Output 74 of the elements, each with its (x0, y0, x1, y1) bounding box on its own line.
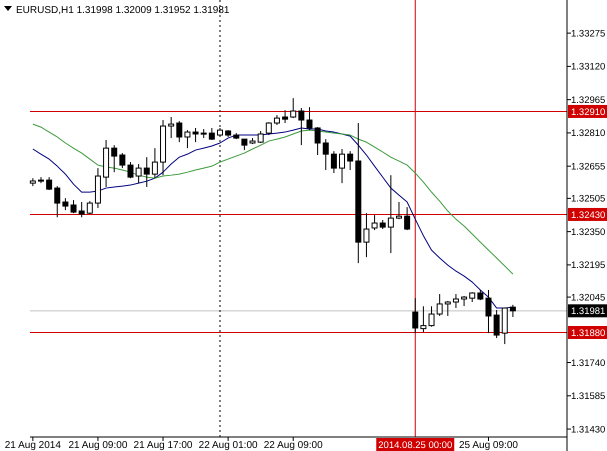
candlestick (477, 289, 484, 301)
candlestick (266, 122, 272, 136)
candlestick (192, 127, 199, 143)
candlestick (469, 292, 476, 303)
y-tick-label: 1.32350 (571, 226, 606, 238)
candlestick (111, 144, 118, 173)
x-tick-label: 22 Aug 09:00 (264, 440, 324, 451)
candlestick (372, 214, 378, 231)
candlestick (152, 148, 158, 179)
candlestick (136, 164, 142, 184)
candlestick (314, 126, 321, 156)
ref-line-label: 1.32430 (571, 210, 606, 221)
line-series (32, 124, 514, 275)
candlestick (510, 304, 516, 318)
candlestick (282, 110, 288, 124)
candlestick (144, 156, 150, 188)
candlestick (380, 220, 386, 230)
candlestick (258, 130, 264, 144)
candlestick (200, 128, 207, 139)
ref-line-label: 1.31880 (571, 328, 606, 339)
candlestick (168, 116, 174, 139)
candlestick (396, 202, 402, 220)
candlestick (78, 202, 85, 218)
candlestick (322, 138, 329, 171)
candlestick (347, 150, 354, 171)
candlestick (444, 300, 451, 316)
candlestick (70, 200, 77, 214)
y-tick-label: 1.31430 (571, 424, 606, 436)
x-tick-label: 21 Aug 09:00 (68, 440, 128, 451)
x-tick-label: 21 Aug 2014 (4, 440, 62, 451)
candlestick (420, 306, 426, 333)
candlestick (62, 198, 68, 211)
y-tick-label: 1.32505 (571, 194, 606, 205)
candlestick (339, 148, 346, 184)
y-tick-label: 1.32965 (571, 94, 606, 106)
candlestick (184, 130, 190, 149)
candlestick (485, 289, 492, 334)
y-tick-label: 1.31585 (571, 391, 606, 402)
candlestick (298, 108, 304, 146)
y-tick-label: 1.32195 (571, 260, 606, 272)
candlestick (274, 114, 280, 126)
candlestick (461, 296, 468, 307)
candlestick (241, 138, 248, 151)
candlestick (452, 294, 459, 309)
candlestick (404, 206, 410, 231)
candlestick (363, 212, 370, 258)
candlestick (494, 309, 500, 339)
chart-title: EURUSD,H1 1.31998 1.32009 1.31952 1.31981 (16, 5, 230, 16)
x-tick-label: 22 Aug 01:00 (198, 440, 258, 451)
x-tick-label: 21 Aug 17:00 (134, 440, 193, 451)
y-tick-label: 1.31740 (571, 358, 606, 369)
candlestick (176, 120, 182, 143)
candlestick (428, 306, 435, 328)
y-tick-label: 1.32810 (571, 128, 606, 140)
candlestick (46, 176, 52, 190)
candlestick (412, 298, 418, 334)
y-tick-label: 1.33275 (571, 28, 606, 40)
ref-line-label: 1.32910 (571, 106, 606, 118)
y-tick-label: 1.32045 (571, 292, 606, 304)
x-tick-label: 25 Aug 09:00 (459, 440, 518, 451)
candlestick (86, 200, 93, 215)
candlestick (290, 98, 296, 119)
candlestick (127, 162, 134, 179)
candlestick (330, 150, 337, 174)
y-tick-label: 1.32655 (571, 161, 606, 172)
candlestick (208, 127, 215, 140)
x-tick-label: 2014.08.25 00:00 (378, 440, 452, 451)
y-tick-label: 1.33120 (571, 62, 606, 73)
candlestick (306, 106, 312, 131)
candlestick (388, 174, 394, 254)
ref-line-label: 1.31981 (571, 306, 606, 318)
candlestick (436, 294, 443, 316)
candlestick (54, 186, 60, 218)
candlestick (119, 152, 126, 169)
